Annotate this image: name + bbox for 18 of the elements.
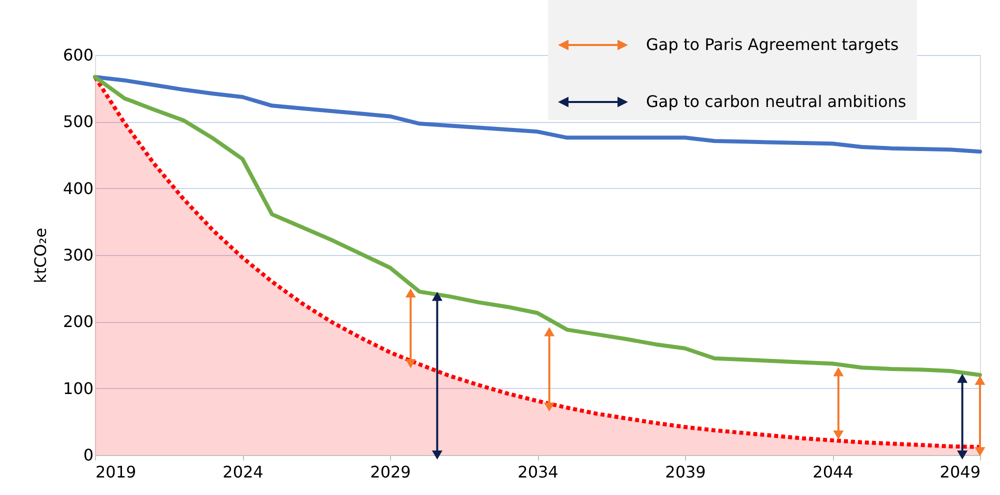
line-series — [93, 75, 982, 154]
x-tick-label: 2049 — [940, 462, 980, 482]
x-tick-label: 2019 — [96, 462, 136, 482]
y-tick-label: 200 — [62, 312, 94, 332]
x-tick-label: 2044 — [812, 462, 854, 482]
y-tick-label: 400 — [62, 178, 94, 198]
x-tick-label: 2034 — [518, 462, 558, 482]
x-tick-label: 2024 — [222, 462, 264, 482]
y-tick-label: 600 — [62, 46, 94, 64]
y-axis-title: ktCO₂e — [30, 228, 50, 284]
y-tick-label: 300 — [62, 246, 94, 264]
legend-label: Gap to Paris Agreement targets — [646, 35, 899, 54]
x-tick-label: 2029 — [370, 462, 411, 482]
legend-label: Gap to carbon neutral ambitions — [646, 92, 906, 111]
x-tick-label: 2039 — [665, 462, 706, 482]
y-tick-label: 500 — [62, 112, 94, 132]
y-tick-label: 0 — [83, 446, 94, 464]
y-tick-label: 100 — [62, 378, 94, 398]
